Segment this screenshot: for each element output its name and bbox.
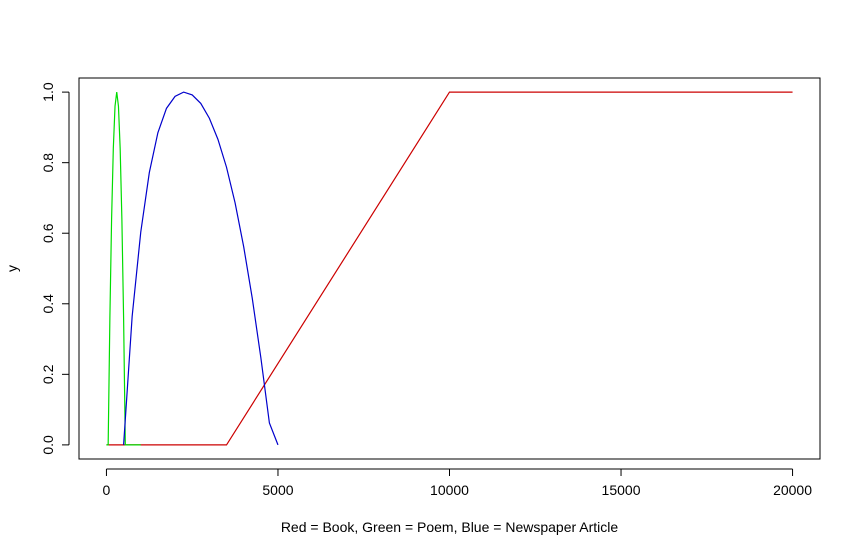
y-tick-label: 0.0: [40, 435, 56, 455]
plot-frame: [78, 77, 821, 460]
y-tick-label: 0.8: [40, 153, 56, 173]
y-tick-label: 0.2: [40, 364, 56, 384]
poem-series-line: [106, 92, 141, 446]
series-layer: [106, 91, 793, 446]
y-axis-label: y: [4, 265, 20, 272]
x-tick-label: 15000: [602, 482, 641, 498]
newspaper-article-series-line: [123, 91, 279, 446]
y-axis: 0.0 0.2 0.4 0.6 0.8 1.0: [40, 82, 70, 455]
y-tick-label: 0.4: [40, 294, 56, 314]
x-axis-label: Red = Book, Green = Poem, Blue = Newspap…: [281, 519, 619, 535]
x-tick-label: 0: [103, 482, 111, 498]
y-tick-label: 0.6: [40, 223, 56, 243]
x-tick-label: 10000: [430, 482, 469, 498]
y-tick-label: 1.0: [40, 82, 56, 102]
book-series-line: [106, 91, 793, 446]
x-axis: 0 5000 10000 15000 20000: [103, 468, 812, 498]
x-tick-label: 5000: [262, 482, 293, 498]
x-tick-label: 20000: [773, 482, 812, 498]
